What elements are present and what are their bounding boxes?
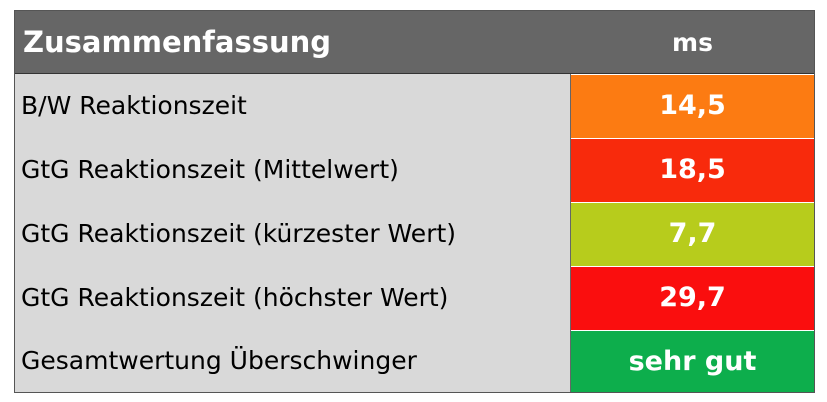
table-row: GtG Reaktionszeit (kürzester Wert) 7,7 (15, 202, 814, 266)
table-row: B/W Reaktionszeit 14,5 (15, 74, 814, 138)
row-value: 7,7 (571, 202, 814, 266)
row-value: 18,5 (571, 138, 814, 202)
table-row: Gesamtwertung Überschwinger sehr gut (15, 330, 814, 392)
row-label: GtG Reaktionszeit (Mittelwert) (15, 138, 571, 202)
row-label: GtG Reaktionszeit (höchster Wert) (15, 266, 571, 330)
table-title: Zusammenfassung (23, 25, 332, 59)
table-row: GtG Reaktionszeit (höchster Wert) 29,7 (15, 266, 814, 330)
table-header: Zusammenfassung ms (15, 11, 814, 74)
row-value: 29,7 (571, 266, 814, 330)
row-label: B/W Reaktionszeit (15, 74, 571, 138)
row-value: sehr gut (571, 330, 814, 392)
row-label: GtG Reaktionszeit (kürzester Wert) (15, 202, 571, 266)
row-label: Gesamtwertung Überschwinger (15, 330, 571, 392)
unit-header: ms (672, 28, 713, 57)
row-value: 14,5 (571, 74, 814, 138)
table-row: GtG Reaktionszeit (Mittelwert) 18,5 (15, 138, 814, 202)
summary-table: Zusammenfassung ms B/W Reaktionszeit 14,… (14, 10, 815, 393)
